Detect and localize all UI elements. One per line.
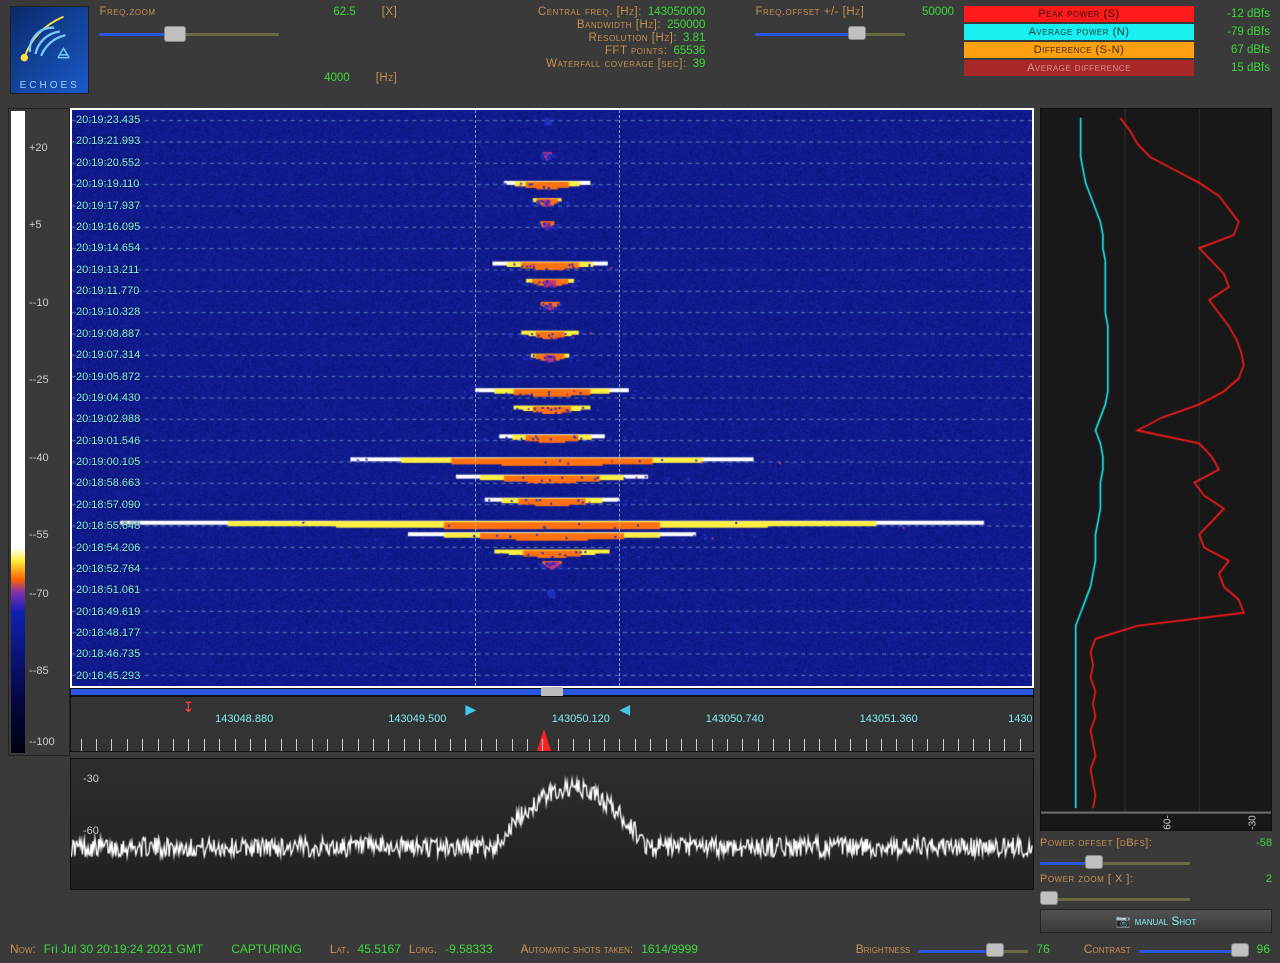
lat-label: Lat. <box>330 942 350 956</box>
fft-points-label: FFT points: <box>605 45 668 57</box>
meter-bar: Average difference <box>964 60 1194 76</box>
meter-bar: Peak power (S) <box>964 6 1194 22</box>
freq-label: 143049.500 <box>388 713 446 725</box>
freq-offset-value: 50000 <box>922 6 954 18</box>
freq-label: 143050.120 <box>552 713 610 725</box>
freq-label: 143051.360 <box>860 713 918 725</box>
colorscale-tick: +20 <box>29 142 48 154</box>
waterfall-display[interactable]: 20:19:23.43520:19:21.99320:19:20.55220:1… <box>70 108 1034 688</box>
freq-label: 143048.880 <box>215 713 273 725</box>
bandwidth-value: 250000 <box>667 19 705 31</box>
brightness-slider[interactable] <box>918 941 1028 957</box>
colorscale-tick: --70 <box>29 588 49 600</box>
manual-shot-button[interactable]: 📷 manual Shot <box>1040 909 1272 933</box>
right-controls: Power offset [dBfs]: -58 Power zoom [ X … <box>1040 835 1272 935</box>
contrast-label: Contrast <box>1084 942 1131 956</box>
power-offset-value: -58 <box>1256 837 1272 849</box>
freq-zoom-block: Freq.zoom 62.5 [X] 4000 [Hz] <box>99 6 397 84</box>
res-readout-value: 4000 <box>324 72 350 84</box>
power-offset-slider[interactable] <box>1040 853 1190 869</box>
main: +20 +5 --10 --25 --40 --55 --70 --85 --100 20:19… <box>0 108 1280 935</box>
ruler-right-arrow-icon[interactable]: ◀ <box>619 701 630 718</box>
power-meters: Peak power (S) -12 dBfs Average power (N)-… <box>964 6 1270 76</box>
shots-label: Automatic shots taken: <box>521 942 634 956</box>
wf-coverage-value: 39 <box>693 58 706 70</box>
freq-label: 143050.740 <box>706 713 764 725</box>
power-offset-label: Power offset [dBfs]: <box>1040 837 1152 849</box>
powerstrip-xtick: -30 <box>1247 815 1258 829</box>
colorscale-tick: --100 <box>29 736 55 748</box>
long-value: -9.58333 <box>445 942 492 956</box>
meter-row: Peak power (S) -12 dBfs <box>964 6 1270 22</box>
colorscale-tick: --25 <box>29 374 49 386</box>
right-column: 60- -30 Power offset [dBfs]: -58 Power zo… <box>1040 108 1272 935</box>
freq-zoom-unit: [X] <box>382 6 398 18</box>
ruler-left-arrow-icon[interactable]: ▶ <box>465 701 476 718</box>
manual-shot-label: manual Shot <box>1135 914 1197 928</box>
center-readout-block: Central freq. [Hz]: 143050000 Bandwidth [… <box>447 6 705 70</box>
meter-row: Average difference 15 dBfs <box>964 60 1270 76</box>
freq-label: 14305 <box>1008 713 1034 725</box>
power-zoom-value: 2 <box>1266 873 1272 885</box>
colorscale-tick: --10 <box>29 297 49 309</box>
freq-offset-label: Freq.offset +/- [Hz] <box>755 6 864 18</box>
freq-zoom-label: Freq.zoom <box>99 6 155 18</box>
meter-row: Average power (N) -79 dBfs <box>964 24 1270 40</box>
brightness-value: 76 <box>1036 942 1049 956</box>
freq-ruler[interactable]: ↧ ▶ ◀ 143048.880 143049.500 143050.120 1430… <box>70 696 1034 752</box>
meter-bar: Difference (S-N) <box>964 42 1194 58</box>
fft-points-value: 65536 <box>673 45 705 57</box>
wf-coverage-label: Waterfall coverage [sec]: <box>546 58 687 70</box>
capture-status: CAPTURING <box>231 942 302 956</box>
resolution-value: 3.81 <box>683 32 705 44</box>
lat-value: 45.5167 <box>358 942 401 956</box>
contrast-value: 96 <box>1257 942 1270 956</box>
colorscale-column: +20 +5 --10 --25 --40 --55 --70 --85 --100 <box>8 108 70 935</box>
meter-row: Difference (S-N) 67 dBfs <box>964 42 1270 58</box>
power-zoom-label: Power zoom [ X ]: <box>1040 873 1133 885</box>
camera-icon: 📷 <box>1116 914 1131 928</box>
long-label: Long. <box>409 942 437 956</box>
colorscale-tick: +5 <box>29 219 42 231</box>
spectrum-plot[interactable]: -30 -60 <box>70 758 1034 890</box>
freq-offset-slider[interactable] <box>755 24 905 40</box>
spectrum-ytick: -60 <box>83 825 99 837</box>
colorscale-tick: --85 <box>29 665 49 677</box>
app-name: ECHOES <box>11 80 88 91</box>
header: ECHOES Freq.zoom 62.5 [X] 4000 [Hz] Cent… <box>0 0 1280 108</box>
shots-value: 1614/9999 <box>641 942 698 956</box>
now-value: Fri Jul 30 20:19:24 2021 GMT <box>44 942 203 956</box>
ruler-cursor-icon[interactable] <box>537 729 551 751</box>
central-freq-label: Central freq. [Hz]: <box>538 6 642 18</box>
colorscale-tick: --55 <box>29 529 49 541</box>
contrast-slider[interactable] <box>1139 941 1249 957</box>
power-zoom-slider[interactable] <box>1040 889 1190 905</box>
central-freq-value: 143050000 <box>648 6 706 18</box>
mid-column: 20:19:23.43520:19:21.99320:19:20.55220:1… <box>70 108 1034 935</box>
res-readout-unit: [Hz] <box>376 72 398 84</box>
meter-bar: Average power (N) <box>964 24 1194 40</box>
ruler-marker-icon: ↧ <box>182 699 194 716</box>
meter-value: 67 dBfs <box>1204 44 1270 56</box>
meter-value: 15 dBfs <box>1204 62 1270 74</box>
brightness-label: Brightness <box>856 942 911 956</box>
freq-zoom-value: 62.5 <box>333 6 355 18</box>
freq-scrollbar[interactable] <box>70 688 1034 696</box>
powerstrip-xtick: 60- <box>1162 815 1173 829</box>
power-vs-time-plot[interactable]: 60- -30 <box>1040 108 1272 831</box>
meter-value: -12 dBfs <box>1204 8 1270 20</box>
db-colorscale: +20 +5 --10 --25 --40 --55 --70 --85 --100 <box>8 108 70 756</box>
freq-zoom-slider[interactable] <box>99 24 279 44</box>
meter-value: -79 dBfs <box>1204 26 1270 38</box>
now-label: Now: <box>10 942 36 956</box>
bandwidth-label: Bandwidth [Hz]: <box>577 19 661 31</box>
freq-offset-block: Freq.offset +/- [Hz] 50000 <box>755 6 954 40</box>
status-footer: Now: Fri Jul 30 20:19:24 2021 GMT CAPTUR… <box>0 935 1280 963</box>
app-logo: ECHOES <box>10 6 89 94</box>
spectrum-ytick: -30 <box>83 773 99 785</box>
resolution-label: Resolution [Hz]: <box>589 32 678 44</box>
colorscale-tick: --40 <box>29 452 49 464</box>
